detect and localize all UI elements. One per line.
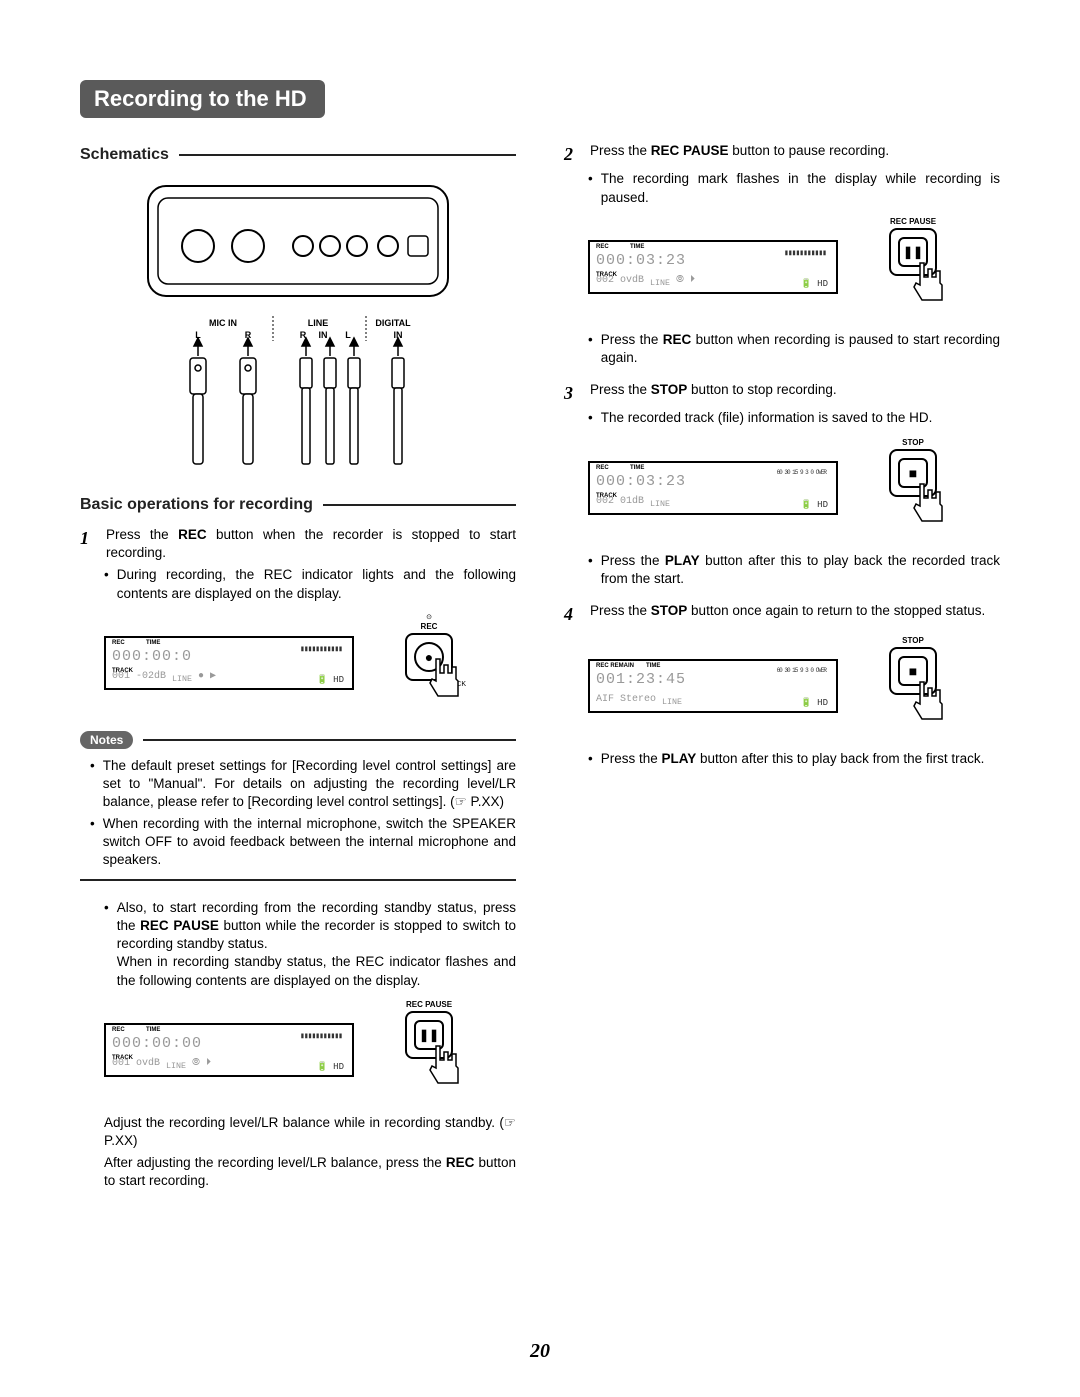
rec-button-figure: ⊙ REC ● RACK	[374, 613, 484, 713]
schematics-header: Schematics	[80, 146, 516, 164]
page-title: Recording to the HD	[80, 80, 325, 118]
rec-pause-button-figure: REC PAUSE ❚❚	[374, 1000, 484, 1100]
page-number: 20	[0, 1340, 1080, 1363]
mic-in-label: MIC IN	[209, 318, 237, 328]
step-1: 1 Press the REC button when the recorder…	[80, 526, 516, 562]
step-number: 4	[564, 602, 580, 626]
left-column: Schematics MIC IN L R LINE R IN L DIGITA…	[80, 136, 516, 1195]
svg-text:L: L	[345, 330, 351, 340]
notes-header: Notes	[80, 731, 516, 749]
basic-ops-label: Basic operations for recording	[80, 496, 313, 514]
step-number: 2	[564, 142, 580, 166]
standby-bullet: • Also, to start recording from the reco…	[104, 899, 516, 990]
lcd-display-5: REC REMAIN TIME 001:23:45 60 30 15 9 3 0…	[588, 659, 838, 713]
rule	[179, 154, 516, 156]
svg-text:DIGITAL: DIGITAL	[375, 318, 411, 328]
step4-figure: REC REMAIN TIME 001:23:45 60 30 15 9 3 0…	[588, 636, 1000, 736]
bullet-text: During recording, the REC indicator ligh…	[117, 566, 516, 602]
hand-icon	[900, 476, 960, 536]
step-text: Press the STOP button once again to retu…	[590, 602, 1000, 620]
rec-pause-button-figure: REC PAUSE ❚❚	[858, 217, 968, 317]
stop-button-figure: STOP ■	[858, 636, 968, 736]
rule	[80, 879, 516, 881]
step3-figure: REC TIME 000:03:23 60 30 15 9 3 0 OVER T…	[588, 438, 1000, 538]
step4-bullet: • Press the PLAY button after this to pl…	[588, 750, 1000, 768]
step-3: 3 Press the STOP button to stop recordin…	[564, 381, 1000, 405]
step-4: 4 Press the STOP button once again to re…	[564, 602, 1000, 626]
device-schematic: MIC IN L R LINE R IN L DIGITAL IN	[108, 176, 488, 476]
lcd-display-4: REC TIME 000:03:23 60 30 15 9 3 0 OVER T…	[588, 461, 838, 515]
svg-text:LINE: LINE	[308, 318, 329, 328]
hand-icon	[900, 674, 960, 734]
step1-bullet: • During recording, the REC indicator li…	[104, 566, 516, 602]
rec-pause-label: REC PAUSE	[374, 1000, 484, 1009]
rule	[143, 739, 516, 741]
step2-bullet1: • The recording mark flashes in the disp…	[588, 170, 1000, 206]
note-2: • When recording with the internal micro…	[90, 815, 516, 870]
lcd-display-2: REC TIME 000:00:00 ▮▮▮▮▮▮▮▮▮▮▮ TRACK 001…	[104, 1023, 354, 1077]
step-number: 1	[80, 526, 96, 550]
note-1: • The default preset settings for [Recor…	[90, 757, 516, 812]
bullet-dot: •	[104, 566, 109, 602]
rec-pause-label: REC PAUSE	[858, 217, 968, 226]
step-text: Press the STOP button to stop recording.	[590, 381, 1000, 399]
standby-after-1: Adjust the recording level/LR balance wh…	[104, 1114, 516, 1150]
hand-icon	[416, 651, 476, 711]
hand-icon	[900, 255, 960, 315]
standby-after-2: After adjusting the recording level/LR b…	[104, 1154, 516, 1190]
basic-ops-header: Basic operations for recording	[80, 496, 516, 514]
two-column-layout: Schematics MIC IN L R LINE R IN L DIGITA…	[80, 136, 1000, 1195]
step3-bullet2: • Press the PLAY button after this to pl…	[588, 552, 1000, 588]
step-text: Press the REC PAUSE button to pause reco…	[590, 142, 1000, 160]
schematics-label: Schematics	[80, 146, 169, 164]
standby-figure: REC TIME 000:00:00 ▮▮▮▮▮▮▮▮▮▮▮ TRACK 001…	[104, 1000, 516, 1100]
step-text: Press the REC button when the recorder i…	[106, 526, 516, 562]
step1-figure: REC TIME 000:00:0 ▮▮▮▮▮▮▮▮▮▮▮ TRACK 001 …	[104, 613, 516, 713]
step2-figure: REC TIME 000:03:23 ▮▮▮▮▮▮▮▮▮▮▮ TRACK 002…	[588, 217, 1000, 317]
notes-badge: Notes	[80, 731, 133, 749]
rule	[323, 504, 516, 506]
right-column: 2 Press the REC PAUSE button to pause re…	[564, 136, 1000, 1195]
svg-text:IN: IN	[319, 330, 328, 340]
lcd-display-1: REC TIME 000:00:0 ▮▮▮▮▮▮▮▮▮▮▮ TRACK 001 …	[104, 636, 354, 690]
step-number: 3	[564, 381, 580, 405]
stop-label: STOP	[858, 636, 968, 645]
lcd-display-3: REC TIME 000:03:23 ▮▮▮▮▮▮▮▮▮▮▮ TRACK 002…	[588, 240, 838, 294]
stop-label: STOP	[858, 438, 968, 447]
stop-button-figure: STOP ■	[858, 438, 968, 538]
rec-label: REC	[374, 622, 484, 631]
step-2: 2 Press the REC PAUSE button to pause re…	[564, 142, 1000, 166]
step3-bullet1: • The recorded track (file) information …	[588, 409, 1000, 427]
step2-bullet2: • Press the REC button when recording is…	[588, 331, 1000, 367]
hand-icon	[416, 1038, 476, 1098]
